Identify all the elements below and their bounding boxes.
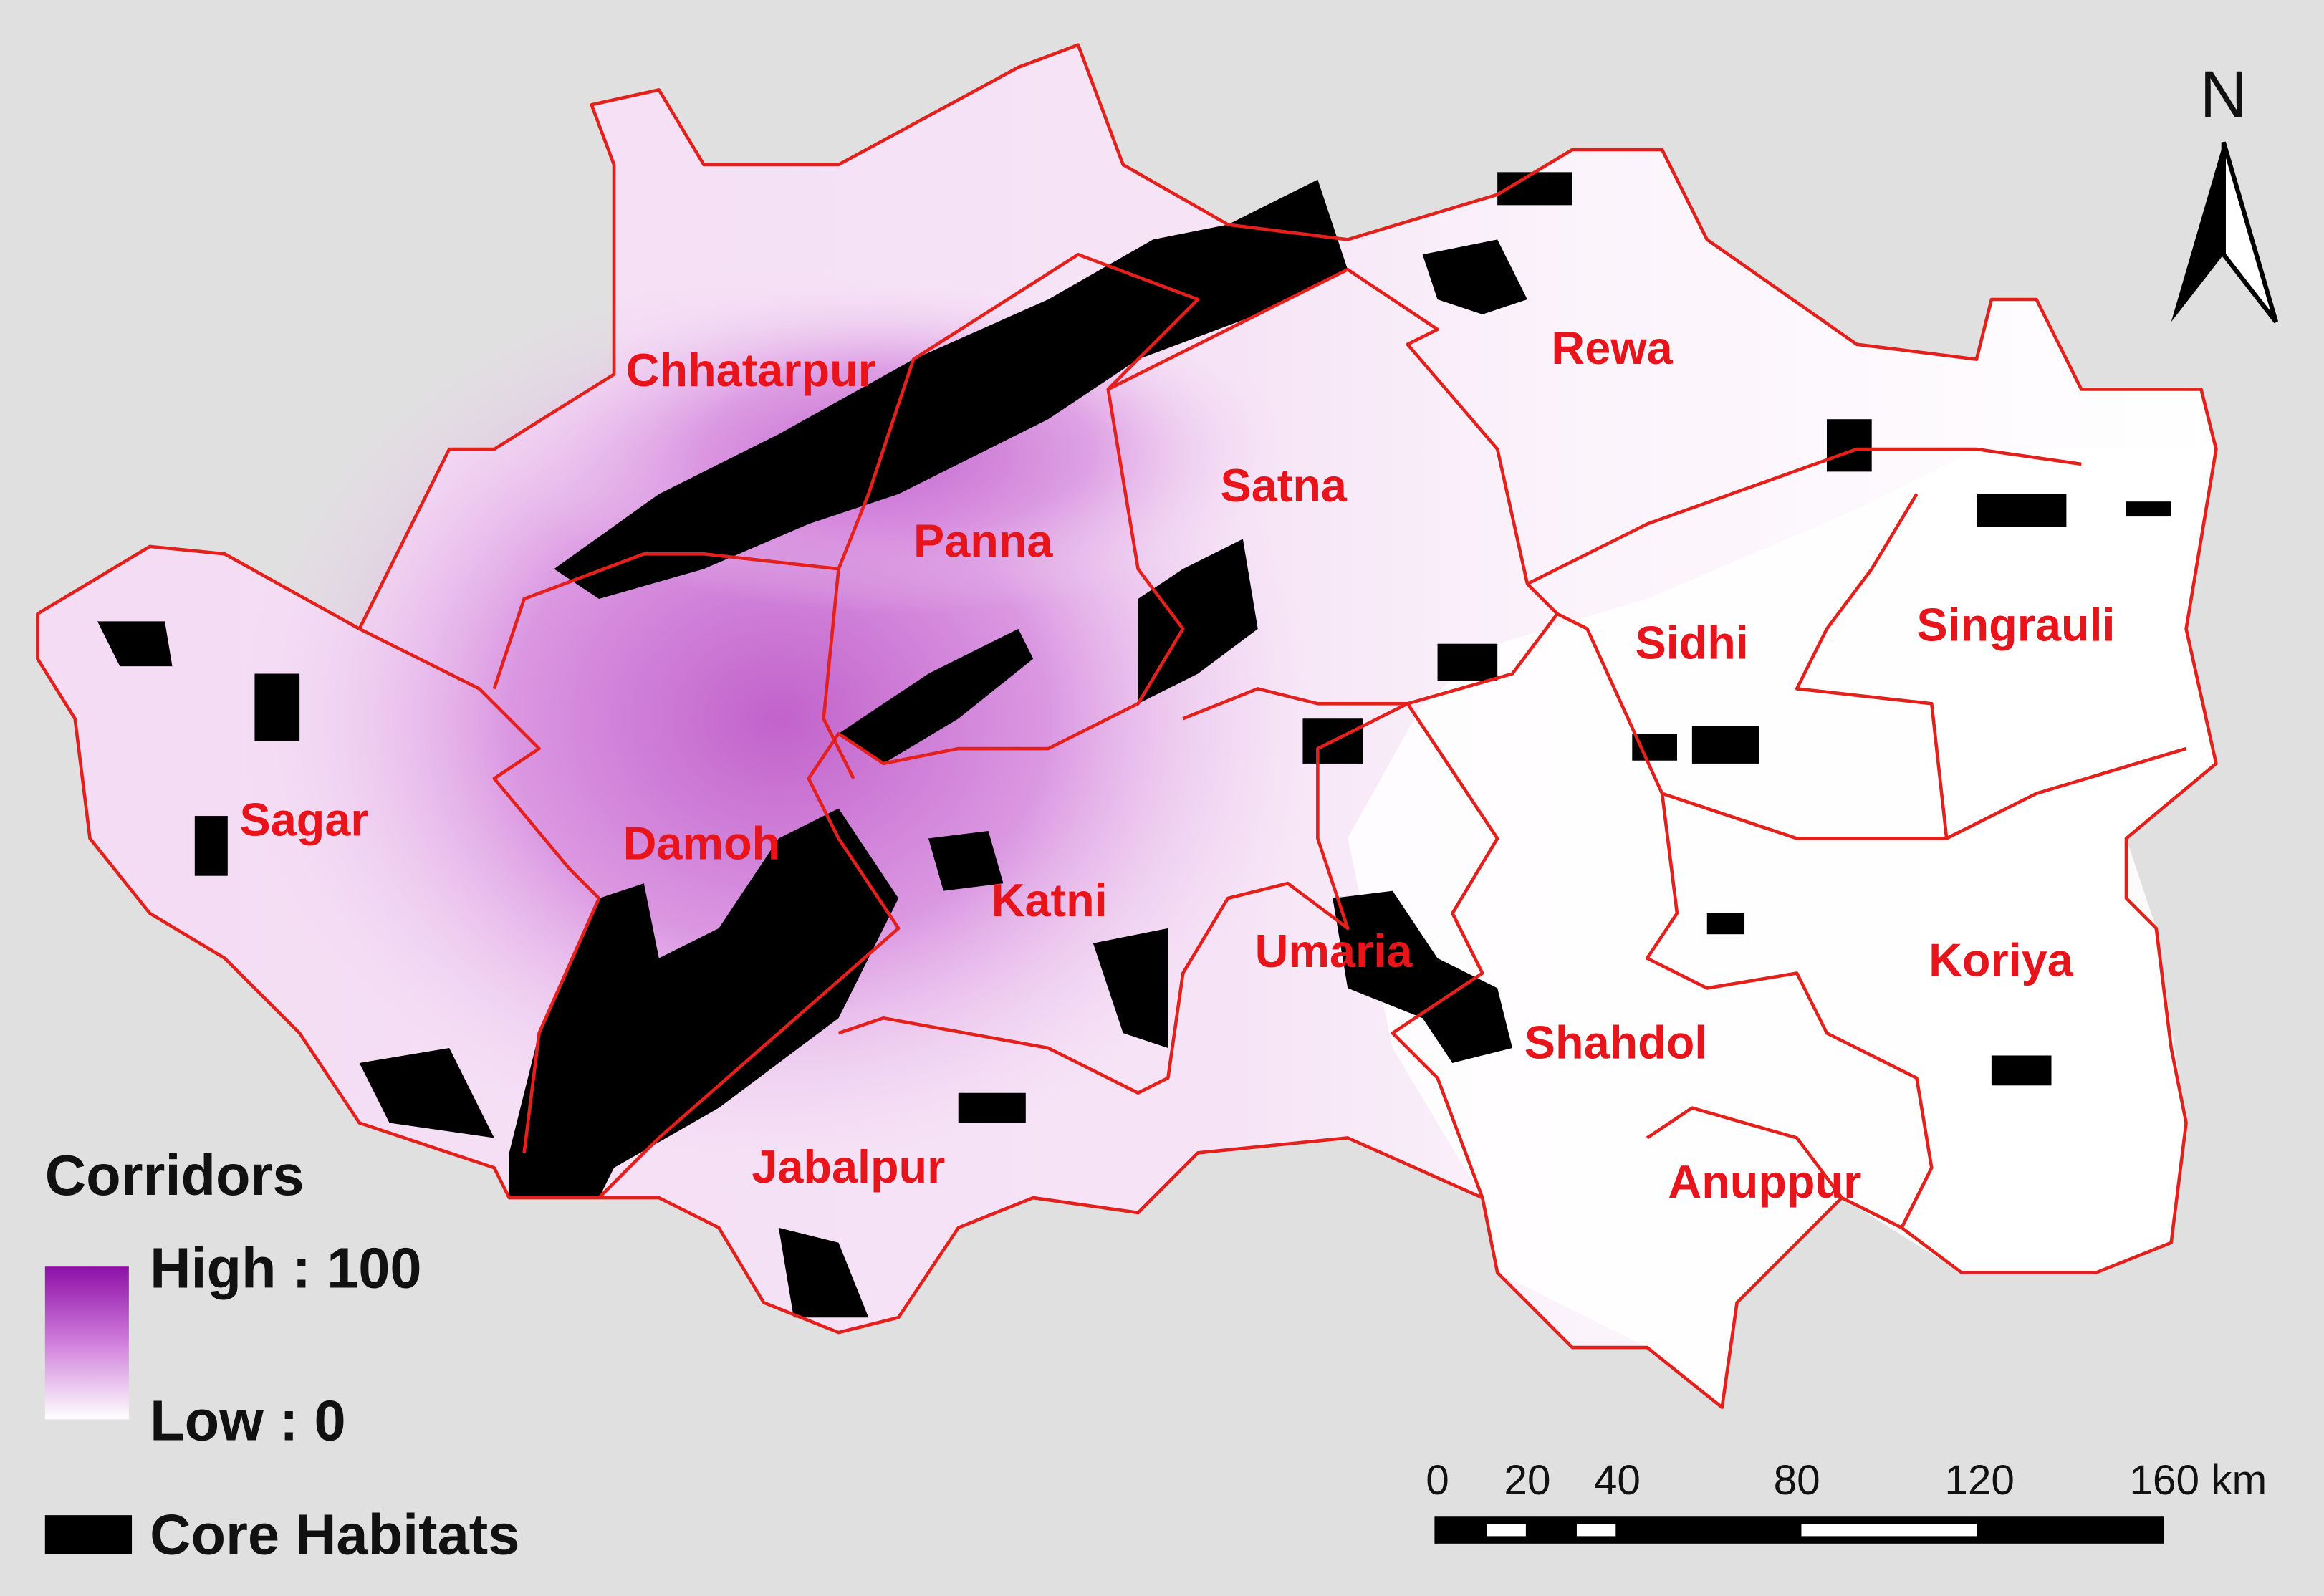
- low-corridor-area: [1348, 449, 2217, 1408]
- scale-bar-body: [1434, 1516, 2164, 1544]
- scale-label: 0: [1426, 1457, 1449, 1504]
- scale-bar-segment: [1576, 1524, 1616, 1537]
- district-label: Sidhi: [1635, 617, 1748, 669]
- scale-label: 80: [1774, 1457, 1820, 1504]
- scale-bar: 0 20 40 80 120 160 km: [1426, 1457, 2267, 1544]
- district-label: Sagar: [240, 793, 369, 845]
- legend-high: High : 100: [150, 1236, 421, 1299]
- district-label: Katni: [991, 874, 1108, 926]
- district-label: Anuppur: [1668, 1155, 1861, 1208]
- district-label: Rewa: [1551, 322, 1673, 374]
- district-label: Umaria: [1255, 925, 1413, 977]
- legend-gradient: [44, 1266, 129, 1420]
- district-label: Shahdol: [1524, 1016, 1708, 1069]
- district-label: Panna: [913, 515, 1053, 567]
- district-label: Jabalpur: [752, 1140, 945, 1193]
- district-label: Chhatarpur: [626, 344, 876, 396]
- district-boundaries: [36, 43, 2218, 1409]
- legend: Corridors High : 100 Low : 0 Core Habita…: [44, 1143, 519, 1566]
- legend-low: Low : 0: [150, 1389, 346, 1453]
- scale-bar-segment: [1801, 1524, 1977, 1537]
- district-label: Damoh: [623, 817, 781, 870]
- district-label: Koriya: [1929, 934, 2074, 986]
- north-label: N: [2200, 58, 2247, 131]
- north-arrow-half: [2221, 141, 2279, 324]
- scale-label: 160 km: [2129, 1457, 2267, 1504]
- scale-bar-segment: [1487, 1524, 1526, 1537]
- core-habitats: [97, 172, 2171, 1318]
- scale-label: 20: [1504, 1457, 1550, 1504]
- legend-core: Core Habitats: [150, 1502, 519, 1566]
- legend-core-swatch: [44, 1515, 133, 1554]
- scale-label: 40: [1594, 1457, 1641, 1504]
- district-label: Singrauli: [1916, 599, 2115, 651]
- scale-label: 120: [1944, 1457, 2015, 1504]
- district-labels: Chhatarpur Rewa Satna Panna Sidhi Singra…: [240, 322, 2116, 1208]
- district-label: Satna: [1221, 459, 1348, 511]
- legend-title: Corridors: [45, 1143, 304, 1207]
